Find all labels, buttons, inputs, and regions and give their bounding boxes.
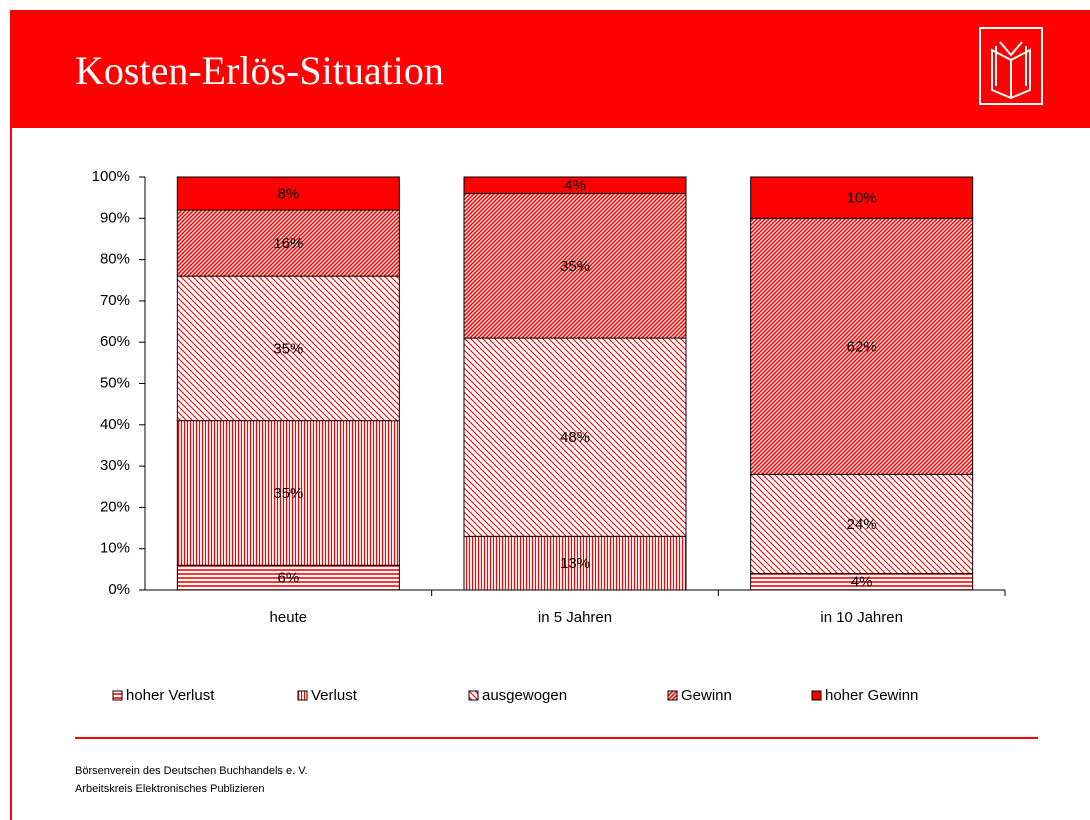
data-label: 35%	[560, 258, 590, 275]
footer-line: Arbeitskreis Elektronisches Publizieren	[75, 783, 265, 795]
data-label: 8%	[277, 185, 299, 202]
y-tick-label: 80%	[100, 251, 130, 268]
legend-label: hoher Gewinn	[825, 687, 918, 704]
footer-line: Börsenverein des Deutschen Buchhandels e…	[75, 765, 308, 777]
bar-segment	[176, 209, 400, 277]
legend-swatch	[811, 690, 822, 701]
y-tick-label: 100%	[92, 168, 130, 185]
legend-label: hoher Verlust	[126, 687, 215, 704]
data-label: 6%	[277, 570, 299, 587]
data-label: 35%	[273, 485, 303, 502]
legend-label: ausgewogen	[482, 687, 567, 704]
bar-segment	[750, 217, 974, 475]
bar-segment	[750, 176, 974, 219]
legend-label: Gewinn	[681, 687, 732, 704]
y-tick-label: 60%	[100, 333, 130, 350]
legend-label: Verlust	[311, 687, 358, 704]
page-title: Kosten-Erlös-Situation	[75, 48, 444, 93]
bar-segment	[176, 564, 400, 591]
bar-segment	[463, 337, 687, 537]
x-tick-label: in 10 Jahren	[820, 609, 903, 626]
data-label: 62%	[847, 338, 877, 355]
data-label: 16%	[273, 235, 303, 252]
y-tick-label: 20%	[100, 498, 130, 515]
y-tick-label: 30%	[100, 457, 130, 474]
data-label: 4%	[564, 177, 586, 194]
bar-segment	[176, 176, 400, 211]
legend-swatch	[112, 690, 123, 701]
data-label: 10%	[847, 190, 877, 207]
bar-segment	[176, 275, 400, 422]
x-tick-label: heute	[270, 609, 308, 626]
legend-swatch	[667, 690, 678, 701]
legend-swatch	[468, 690, 479, 701]
data-label: 13%	[560, 555, 590, 572]
y-tick-label: 40%	[100, 416, 130, 433]
bar-segment	[176, 420, 400, 566]
bar-segment	[463, 193, 687, 339]
y-tick-label: 0%	[108, 581, 130, 598]
data-label: 35%	[273, 340, 303, 357]
x-tick-label: in 5 Jahren	[538, 609, 612, 626]
y-tick-label: 70%	[100, 292, 130, 309]
data-label: 48%	[560, 429, 590, 446]
bar-segment	[463, 176, 687, 195]
bar-segment	[750, 473, 974, 574]
y-tick-label: 50%	[100, 374, 130, 391]
legend-swatch	[297, 690, 308, 701]
y-tick-label: 90%	[100, 209, 130, 226]
data-label: 24%	[847, 516, 877, 533]
data-label: 4%	[851, 574, 873, 591]
book-icon	[979, 27, 1043, 105]
y-tick-label: 10%	[100, 540, 130, 557]
header-band	[10, 10, 1090, 128]
